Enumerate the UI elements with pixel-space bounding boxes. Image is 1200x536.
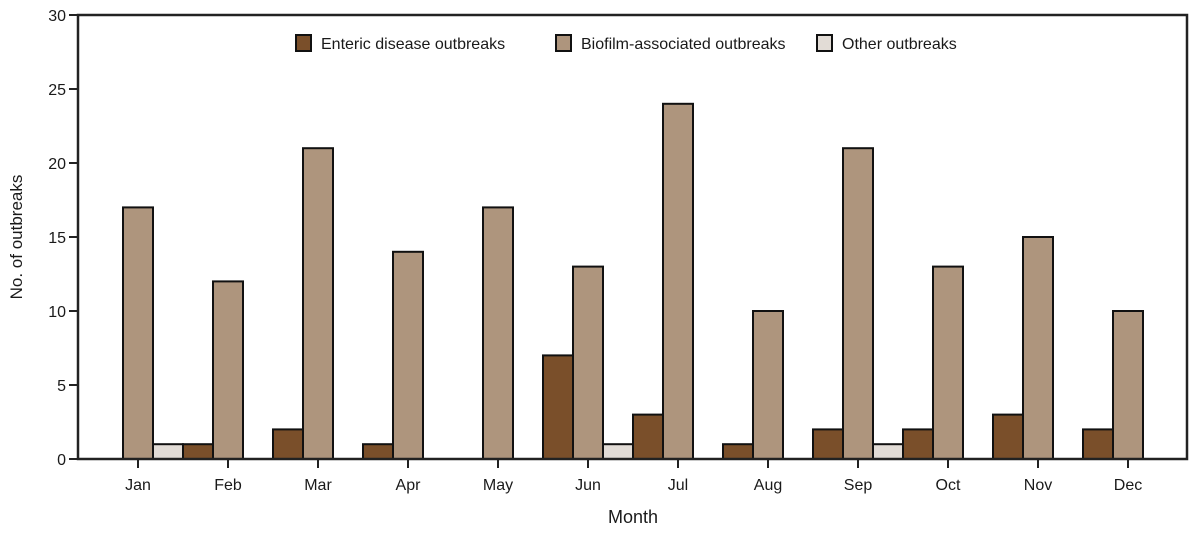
bar-biofilm-apr (392, 250, 424, 460)
bar-enteric-sep (812, 428, 844, 460)
bar-biofilm-feb (212, 280, 244, 460)
x-tick-label: Feb (214, 477, 242, 494)
legend-swatch (555, 34, 572, 52)
y-tick-label: 30 (48, 8, 66, 25)
y-tick-label: 0 (57, 452, 66, 469)
bar-other-jun (602, 443, 634, 461)
x-tick-label: Jun (575, 477, 601, 494)
bar-biofilm-aug (752, 310, 784, 460)
y-tick-label: 20 (48, 156, 66, 173)
legend-label: Enteric disease outbreaks (321, 36, 505, 53)
bar-biofilm-jun (572, 265, 604, 460)
bar-enteric-jun (542, 354, 574, 460)
y-axis: 0 5 10 15 20 25 30 (48, 8, 78, 469)
bar-biofilm-jul (662, 102, 694, 461)
x-tick-label: Apr (396, 477, 422, 494)
bar-other-sep (872, 443, 904, 461)
x-tick-label: Aug (754, 477, 782, 494)
bar-biofilm-may (482, 206, 514, 460)
bar-other-jan (152, 443, 184, 461)
x-tick-label: May (483, 477, 513, 494)
bars-layer (122, 102, 1144, 461)
x-tick-label: Mar (304, 477, 332, 494)
x-axis: Jan Feb Mar Apr May Jun Jul Aug Sep Oct Nov Dec (125, 459, 1142, 494)
x-tick-label: Jan (125, 477, 151, 494)
x-tick-label: Jul (668, 477, 688, 494)
bar-biofilm-nov (1022, 236, 1054, 460)
x-tick-label: Sep (844, 477, 873, 494)
bar-enteric-jul (632, 413, 664, 461)
x-tick-label: Nov (1024, 477, 1052, 494)
bar-enteric-dec (1082, 428, 1114, 460)
legend-label: Biofilm-associated outbreaks (581, 36, 786, 53)
bar-biofilm-sep (842, 147, 874, 460)
bar-enteric-nov (992, 413, 1024, 461)
bar-biofilm-jan (122, 206, 154, 460)
bar-enteric-aug (722, 443, 754, 461)
plot-frame (76, 13, 1189, 461)
x-tick-label: Oct (936, 477, 961, 494)
bar-biofilm-mar (302, 147, 334, 460)
y-tick-label: 5 (57, 378, 66, 395)
x-axis-label: Month (608, 507, 658, 527)
legend: Enteric disease outbreaks Biofilm-associa… (295, 34, 957, 53)
y-tick-label: 25 (48, 82, 66, 99)
y-axis-label: No. of outbreaks (7, 175, 26, 300)
legend-swatch (816, 34, 833, 52)
y-tick-label: 15 (48, 230, 66, 247)
y-tick-label: 10 (48, 304, 66, 321)
legend-label: Other outbreaks (842, 36, 957, 53)
bar-enteric-oct (902, 428, 934, 460)
x-tick-label: Dec (1114, 477, 1142, 494)
bar-enteric-feb (182, 443, 214, 461)
bar-biofilm-oct (932, 265, 964, 460)
bar-enteric-mar (272, 428, 304, 460)
legend-swatch (295, 34, 312, 52)
bar-biofilm-dec (1112, 310, 1144, 460)
bar-enteric-apr (362, 443, 394, 461)
